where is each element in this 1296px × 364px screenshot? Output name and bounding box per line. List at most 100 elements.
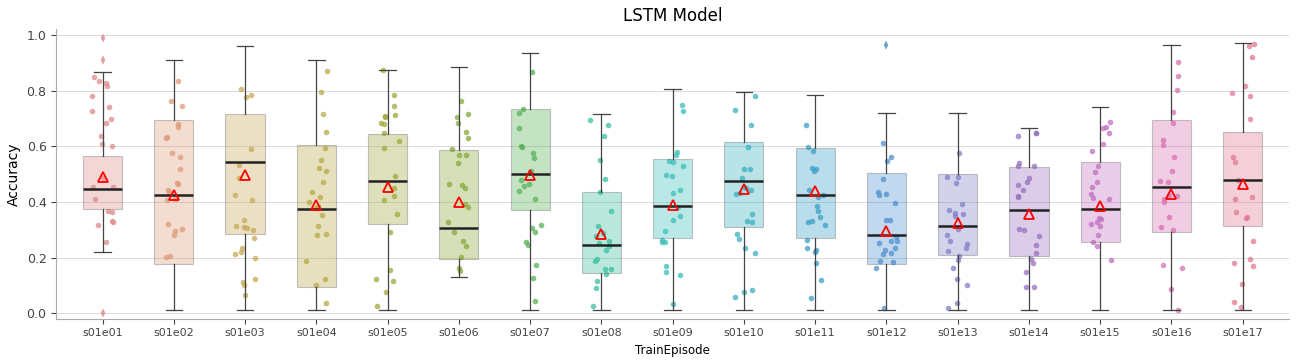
- Point: [306, 282, 327, 288]
- Point: [804, 149, 824, 154]
- Point: [806, 261, 827, 266]
- Point: [1168, 59, 1188, 65]
- Point: [235, 292, 255, 298]
- Point: [667, 204, 688, 210]
- Point: [98, 104, 119, 110]
- Point: [524, 155, 544, 161]
- Point: [231, 249, 251, 255]
- Point: [947, 257, 968, 263]
- Point: [946, 180, 967, 186]
- Point: [734, 166, 754, 171]
- Point: [737, 145, 758, 150]
- Point: [880, 238, 901, 244]
- Point: [881, 154, 902, 159]
- Point: [525, 262, 546, 268]
- Point: [744, 93, 765, 99]
- Point: [596, 271, 617, 277]
- Point: [1150, 178, 1170, 184]
- Point: [244, 235, 264, 241]
- Point: [1223, 260, 1244, 266]
- Point: [373, 198, 394, 203]
- Point: [796, 122, 816, 128]
- Point: [1157, 179, 1178, 185]
- Point: [1099, 119, 1120, 124]
- Point: [91, 133, 111, 139]
- Point: [599, 243, 619, 249]
- Point: [874, 251, 894, 257]
- Point: [455, 152, 476, 158]
- Point: [1242, 194, 1262, 200]
- Point: [669, 187, 689, 193]
- Point: [724, 294, 745, 300]
- Point: [1026, 250, 1047, 256]
- Point: [1081, 221, 1102, 227]
- Point: [450, 268, 470, 274]
- Point: [938, 207, 959, 213]
- Point: [656, 269, 677, 274]
- Point: [592, 230, 613, 236]
- Point: [1159, 192, 1179, 198]
- Point: [1016, 284, 1037, 290]
- Point: [798, 187, 819, 193]
- Point: [522, 150, 543, 156]
- Point: [101, 209, 122, 214]
- Point: [1151, 224, 1172, 230]
- Bar: [1223, 132, 1262, 226]
- Point: [735, 245, 756, 251]
- Point: [945, 213, 966, 219]
- Point: [315, 146, 336, 151]
- Bar: [653, 159, 692, 238]
- Point: [451, 98, 472, 104]
- Point: [161, 98, 181, 104]
- Point: [586, 285, 607, 290]
- Point: [315, 276, 336, 282]
- Point: [241, 146, 262, 152]
- Point: [673, 108, 693, 114]
- Point: [652, 240, 673, 245]
- X-axis label: TrainEpisode: TrainEpisode: [635, 344, 710, 357]
- Point: [652, 237, 673, 243]
- Point: [1153, 199, 1174, 205]
- Point: [866, 265, 886, 270]
- Point: [936, 232, 956, 238]
- Point: [1007, 182, 1028, 188]
- Point: [724, 107, 745, 113]
- Point: [1163, 120, 1183, 126]
- Point: [1222, 154, 1243, 159]
- Point: [741, 219, 762, 225]
- Point: [740, 187, 761, 193]
- Point: [1023, 261, 1043, 266]
- Point: [884, 200, 905, 206]
- Point: [875, 248, 896, 253]
- Point: [84, 74, 105, 80]
- Point: [1008, 193, 1029, 199]
- Point: [813, 193, 833, 198]
- Bar: [938, 174, 977, 255]
- Point: [156, 135, 176, 141]
- Point: [310, 194, 330, 200]
- Point: [231, 86, 251, 91]
- Bar: [1152, 120, 1191, 233]
- Point: [170, 166, 191, 172]
- Point: [375, 130, 395, 136]
- Point: [1239, 43, 1260, 49]
- Point: [233, 224, 254, 230]
- Point: [384, 92, 404, 98]
- Point: [522, 69, 543, 75]
- Point: [373, 145, 394, 150]
- Point: [1081, 149, 1102, 154]
- Point: [1026, 130, 1047, 136]
- Title: LSTM Model: LSTM Model: [623, 7, 722, 25]
- Point: [228, 175, 249, 181]
- Point: [587, 278, 608, 284]
- Point: [588, 223, 609, 229]
- Point: [373, 67, 394, 73]
- Point: [512, 145, 533, 150]
- Point: [1026, 242, 1047, 248]
- Point: [508, 125, 529, 131]
- Point: [809, 208, 829, 214]
- Point: [451, 254, 472, 260]
- Point: [232, 279, 253, 285]
- Point: [1010, 226, 1030, 232]
- Point: [96, 80, 117, 86]
